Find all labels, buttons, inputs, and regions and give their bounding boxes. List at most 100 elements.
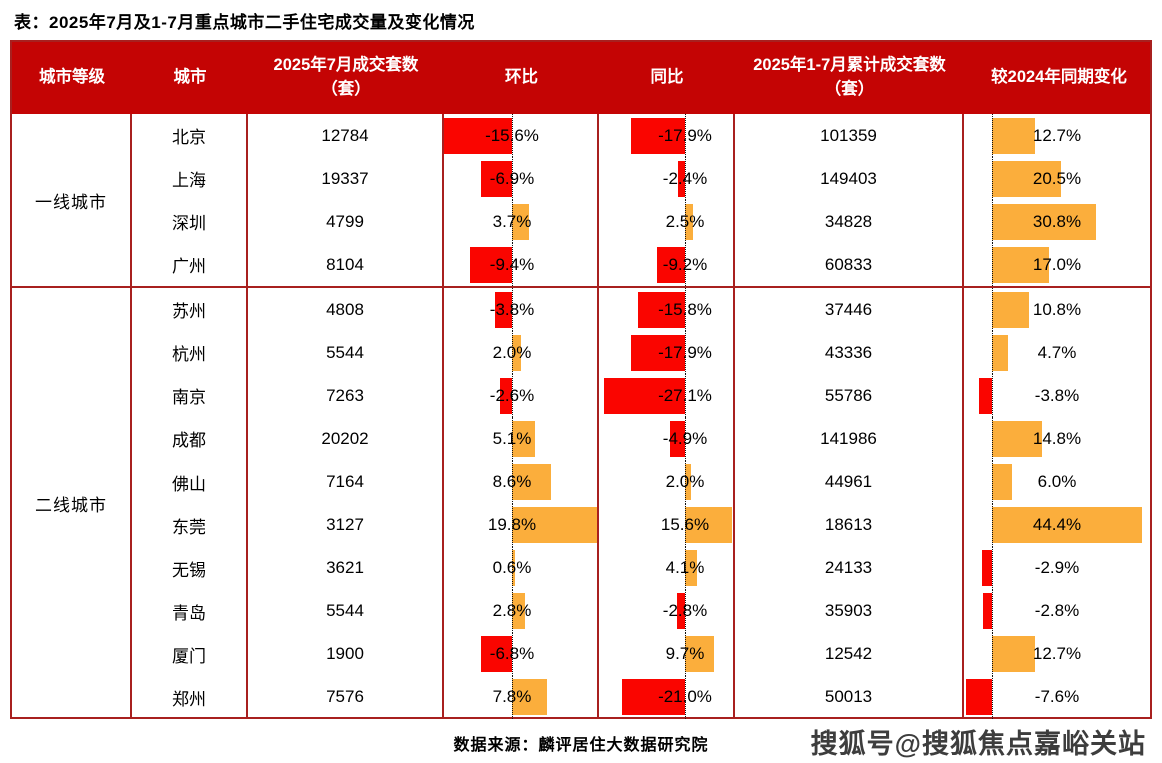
vs-2024-bar-cell: 17.0% (964, 243, 1154, 287)
vs-2024-value-label: 17.0% (1032, 254, 1082, 274)
zero-axis-line (512, 157, 513, 201)
mom-value-label: 19.8% (487, 515, 537, 535)
mom-value-label: 2.0% (492, 342, 532, 362)
july-units-value: 7164 (248, 460, 444, 504)
table-row: 佛山 7164 8.6% 2.0% 44961 6.0% (132, 460, 1154, 504)
vs-2024-bar (992, 636, 1035, 673)
zero-axis-line (685, 331, 686, 375)
vs-2024-bar-cell: 20.5% (964, 157, 1154, 201)
zero-axis-line (992, 417, 993, 461)
mom-bar (481, 636, 512, 673)
vs-2024-bar (992, 420, 1043, 457)
vs-2024-bar-cell: -7.6% (964, 675, 1154, 719)
july-units-value: 19337 (248, 157, 444, 201)
vs-2024-value-label: 12.7% (1032, 644, 1082, 664)
table-header-row: 城市等级 城市 2025年7月成交套数（套） 环比 同比 2025年1-7月累计… (12, 42, 1150, 114)
zero-axis-line (512, 331, 513, 375)
mom-value-label: 8.6% (492, 472, 532, 492)
mom-bar-cell: 0.6% (444, 546, 599, 590)
vs-2024-value-label: -7.6% (1034, 687, 1080, 707)
vs-2024-bar (992, 464, 1013, 501)
july-units-value: 7263 (248, 374, 444, 418)
zero-axis-line (685, 374, 686, 418)
july-units-value: 20202 (248, 417, 444, 461)
yoy-bar (631, 117, 685, 154)
yoy-bar (685, 636, 715, 673)
cumulative-units-value: 18613 (735, 503, 964, 547)
yoy-bar-cell: -17.9% (599, 114, 735, 158)
zero-axis-line (512, 546, 513, 590)
yoy-bar (603, 377, 685, 414)
yoy-bar-cell: 2.0% (599, 460, 735, 504)
yoy-value-label: 4.1% (665, 558, 705, 578)
vs-2024-value-label: 4.7% (1037, 342, 1077, 362)
july-units-value: 7576 (248, 675, 444, 719)
mom-value-label: -9.4% (489, 254, 535, 274)
watermark: 搜狐号@搜狐焦点嘉峪关站 (810, 729, 1146, 759)
zero-axis-line (992, 243, 993, 287)
city-name: 青岛 (132, 589, 248, 633)
mom-bar (512, 593, 525, 630)
yoy-bar-cell: -9.2% (599, 243, 735, 287)
vs-2024-bar-cell: 30.8% (964, 200, 1154, 244)
mom-bar (512, 550, 515, 587)
mom-value-label: 3.7% (492, 211, 532, 231)
july-units-value: 4799 (248, 200, 444, 244)
vs-2024-bar-cell: -3.8% (964, 374, 1154, 418)
zero-axis-line (685, 675, 686, 719)
mom-bar (512, 464, 551, 501)
yoy-value-label: 15.6% (660, 515, 710, 535)
yoy-value-label: 9.7% (665, 644, 705, 664)
zero-axis-line (685, 546, 686, 590)
yoy-value-label: -4.9% (662, 428, 708, 448)
zero-axis-line (685, 460, 686, 504)
vs-2024-bar (966, 679, 992, 716)
vs-2024-value-label: 20.5% (1032, 168, 1082, 188)
vs-2024-value-label: 44.4% (1032, 515, 1082, 535)
vs-2024-bar-cell: 12.7% (964, 632, 1154, 676)
zero-axis-line (512, 417, 513, 461)
vs-2024-value-label: 6.0% (1037, 472, 1077, 492)
zero-axis-line (512, 589, 513, 633)
july-units-value: 3127 (248, 503, 444, 547)
yoy-bar-cell: -2.4% (599, 157, 735, 201)
mom-bar (512, 420, 535, 457)
tier-rows: 北京 12784 -15.6% -17.9% 101359 12.7% 上海 19337 -6.… (132, 114, 1154, 287)
cumulative-units-value: 55786 (735, 374, 964, 418)
yoy-value-label: -27.1% (658, 385, 712, 405)
mom-value-label: -3.8% (489, 299, 535, 319)
zero-axis-line (992, 460, 993, 504)
vs-2024-bar (992, 160, 1062, 197)
zero-axis-line (512, 114, 513, 158)
cumulative-units-value: 12542 (735, 632, 964, 676)
mom-bar-cell: 7.8% (444, 675, 599, 719)
housing-transactions-table: 城市等级 城市 2025年7月成交套数（套） 环比 同比 2025年1-7月累计… (10, 40, 1152, 719)
table-row: 苏州 4808 -3.8% -15.8% 37446 10.8% (132, 288, 1154, 332)
zero-axis-line (992, 675, 993, 719)
july-units-value: 4808 (248, 288, 444, 332)
tier-label: 一线城市 (12, 114, 132, 287)
zero-axis-line (685, 114, 686, 158)
zero-axis-line (512, 243, 513, 287)
zero-axis-line (512, 632, 513, 676)
table-row: 南京 7263 -2.6% -27.1% 55786 -3.8% (132, 374, 1154, 418)
zero-axis-line (992, 632, 993, 676)
vs-2024-bar (992, 203, 1097, 240)
yoy-value-label: 2.5% (665, 211, 705, 231)
vs-2024-value-label: -2.8% (1034, 601, 1080, 621)
yoy-bar (677, 160, 685, 197)
cumulative-units-value: 37446 (735, 288, 964, 332)
cumulative-units-value: 24133 (735, 546, 964, 590)
mom-bar-cell: -3.8% (444, 288, 599, 332)
zero-axis-line (512, 200, 513, 244)
mom-bar (512, 507, 597, 544)
header-vs-2024: 较2024年同期变化 (991, 68, 1127, 87)
vs-2024-bar-cell: -2.9% (964, 546, 1154, 590)
mom-bar (469, 246, 512, 283)
table-row: 郑州 7576 7.8% -21.0% 50013 -7.6% (132, 675, 1154, 719)
vs-2024-bar-cell: -2.8% (964, 589, 1154, 633)
yoy-bar-cell: -27.1% (599, 374, 735, 418)
city-name: 成都 (132, 417, 248, 461)
vs-2024-bar (982, 593, 992, 630)
yoy-bar (676, 593, 685, 630)
